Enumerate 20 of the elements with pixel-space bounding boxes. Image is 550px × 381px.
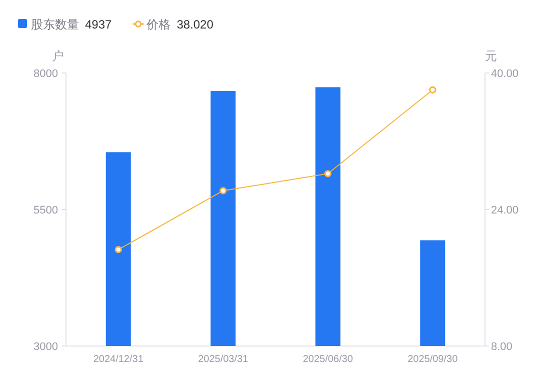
legend-label: 股东数量 <box>31 18 79 32</box>
y2-axis-title: 元 <box>485 49 497 63</box>
x-tick-label: 2025/03/31 <box>198 354 249 365</box>
y-tick-label: 8000 <box>34 68 58 80</box>
y2-tick-label: 8.00 <box>491 341 512 353</box>
y-tick-label: 3000 <box>34 341 58 353</box>
y2-tick-label: 40.00 <box>491 68 519 80</box>
legend-label: 价格 <box>146 18 171 32</box>
x-tick-label: 2024/12/31 <box>93 354 144 365</box>
x-tick-label: 2025/09/30 <box>408 354 458 365</box>
text: 38.020 <box>176 18 214 32</box>
point <box>324 170 332 178</box>
point <box>114 246 122 254</box>
y2-tick-label: 24.00 <box>491 204 519 216</box>
y-axis-title: 户 <box>52 49 64 63</box>
point <box>429 86 436 94</box>
y-tick-label: 5500 <box>34 204 58 216</box>
x-tick-label: 2025/06/30 <box>302 354 354 365</box>
text: 4937 <box>85 18 112 32</box>
point <box>220 187 227 194</box>
